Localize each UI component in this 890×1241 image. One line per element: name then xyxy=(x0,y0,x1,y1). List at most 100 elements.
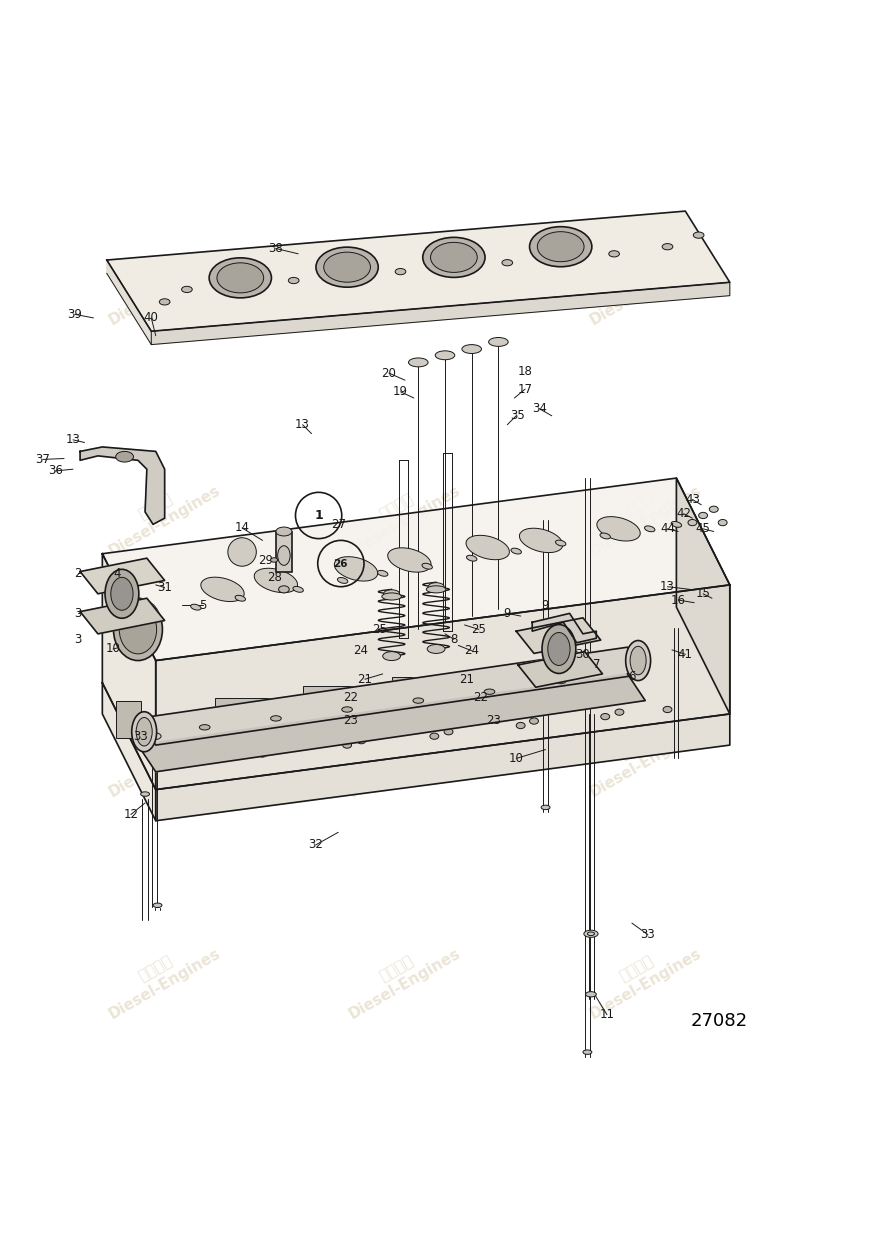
Ellipse shape xyxy=(489,338,508,346)
Text: 28: 28 xyxy=(267,571,281,585)
Ellipse shape xyxy=(423,237,485,278)
Ellipse shape xyxy=(382,593,401,601)
Ellipse shape xyxy=(114,598,162,660)
Text: 35: 35 xyxy=(511,410,525,422)
Text: 22: 22 xyxy=(473,691,488,705)
Text: 紫发动力
Diesel-Engines: 紫发动力 Diesel-Engines xyxy=(337,931,464,1023)
Text: 36: 36 xyxy=(48,464,62,478)
Ellipse shape xyxy=(316,247,378,287)
Ellipse shape xyxy=(584,931,598,937)
Text: 6: 6 xyxy=(628,670,635,683)
Text: 37: 37 xyxy=(36,453,50,465)
Text: 17: 17 xyxy=(518,382,532,396)
Bar xyxy=(215,697,276,741)
Bar xyxy=(479,669,539,711)
Text: 13: 13 xyxy=(66,433,80,447)
Text: 4: 4 xyxy=(114,567,121,580)
Ellipse shape xyxy=(136,717,152,746)
Text: 10: 10 xyxy=(106,643,120,655)
Text: 15: 15 xyxy=(696,587,710,601)
Text: 40: 40 xyxy=(144,311,158,324)
Text: 13: 13 xyxy=(295,418,310,431)
Text: 2: 2 xyxy=(75,567,82,580)
Ellipse shape xyxy=(217,263,263,293)
Text: 23: 23 xyxy=(344,714,358,727)
Ellipse shape xyxy=(718,520,727,526)
Ellipse shape xyxy=(413,697,424,704)
Ellipse shape xyxy=(190,604,201,611)
Ellipse shape xyxy=(430,733,439,740)
Text: 27: 27 xyxy=(331,517,345,531)
Ellipse shape xyxy=(555,540,566,546)
Ellipse shape xyxy=(600,534,611,539)
Ellipse shape xyxy=(530,719,538,725)
Text: 紫发动力
Diesel-Engines: 紫发动力 Diesel-Engines xyxy=(337,468,464,560)
Polygon shape xyxy=(80,598,165,634)
Circle shape xyxy=(228,537,256,566)
Text: 44: 44 xyxy=(660,522,675,535)
Ellipse shape xyxy=(357,737,366,743)
Ellipse shape xyxy=(110,577,134,611)
Text: 34: 34 xyxy=(532,402,546,416)
Text: 3: 3 xyxy=(75,607,82,620)
Text: 10: 10 xyxy=(509,752,523,764)
Ellipse shape xyxy=(342,707,352,712)
Ellipse shape xyxy=(693,232,704,238)
Ellipse shape xyxy=(293,587,303,592)
Ellipse shape xyxy=(431,242,477,272)
Text: 45: 45 xyxy=(696,522,710,535)
Text: 12: 12 xyxy=(124,808,138,822)
Text: 32: 32 xyxy=(309,838,323,851)
Ellipse shape xyxy=(435,351,455,360)
Text: 紫发动力
Diesel-Engines: 紫发动力 Diesel-Engines xyxy=(97,468,223,560)
Ellipse shape xyxy=(426,586,446,593)
Ellipse shape xyxy=(548,633,570,665)
Polygon shape xyxy=(676,478,730,714)
Text: 紫发动力
Diesel-Engines: 紫发动力 Diesel-Engines xyxy=(97,931,223,1023)
Ellipse shape xyxy=(428,583,444,591)
Ellipse shape xyxy=(147,732,161,740)
Text: 23: 23 xyxy=(487,714,501,727)
Text: 3: 3 xyxy=(75,633,82,645)
Polygon shape xyxy=(107,211,730,331)
Ellipse shape xyxy=(484,689,495,695)
Text: 39: 39 xyxy=(68,308,82,321)
Text: 19: 19 xyxy=(393,385,408,398)
Text: 7: 7 xyxy=(593,658,600,670)
Ellipse shape xyxy=(278,546,290,566)
Polygon shape xyxy=(516,618,601,654)
Polygon shape xyxy=(80,447,165,525)
Text: 33: 33 xyxy=(134,730,148,742)
Ellipse shape xyxy=(538,232,584,262)
Ellipse shape xyxy=(409,357,428,367)
Text: 13: 13 xyxy=(660,581,675,593)
Text: 21: 21 xyxy=(358,673,372,686)
Ellipse shape xyxy=(671,521,682,527)
Text: 紫发动力
Diesel-Engines: 紫发动力 Diesel-Engines xyxy=(337,709,464,799)
Text: 41: 41 xyxy=(678,648,692,660)
Ellipse shape xyxy=(630,647,646,675)
Polygon shape xyxy=(80,558,165,593)
Text: 1: 1 xyxy=(314,509,323,522)
Ellipse shape xyxy=(709,506,718,513)
Ellipse shape xyxy=(255,568,297,593)
Polygon shape xyxy=(102,683,156,820)
Text: 33: 33 xyxy=(641,928,655,941)
Polygon shape xyxy=(138,648,645,745)
Bar xyxy=(116,701,141,738)
Ellipse shape xyxy=(383,652,400,660)
Polygon shape xyxy=(156,585,730,789)
Ellipse shape xyxy=(199,725,210,730)
Ellipse shape xyxy=(422,563,433,570)
Text: 9: 9 xyxy=(504,607,511,620)
Text: 21: 21 xyxy=(459,673,473,686)
Ellipse shape xyxy=(288,278,299,284)
Ellipse shape xyxy=(502,259,513,266)
Text: 紫发动力
Diesel-Engines: 紫发动力 Diesel-Engines xyxy=(578,709,704,799)
Ellipse shape xyxy=(663,706,672,712)
Ellipse shape xyxy=(520,529,562,552)
Text: 25: 25 xyxy=(472,623,486,635)
Ellipse shape xyxy=(699,513,708,519)
Text: 14: 14 xyxy=(235,521,249,535)
Text: 5: 5 xyxy=(199,599,206,612)
